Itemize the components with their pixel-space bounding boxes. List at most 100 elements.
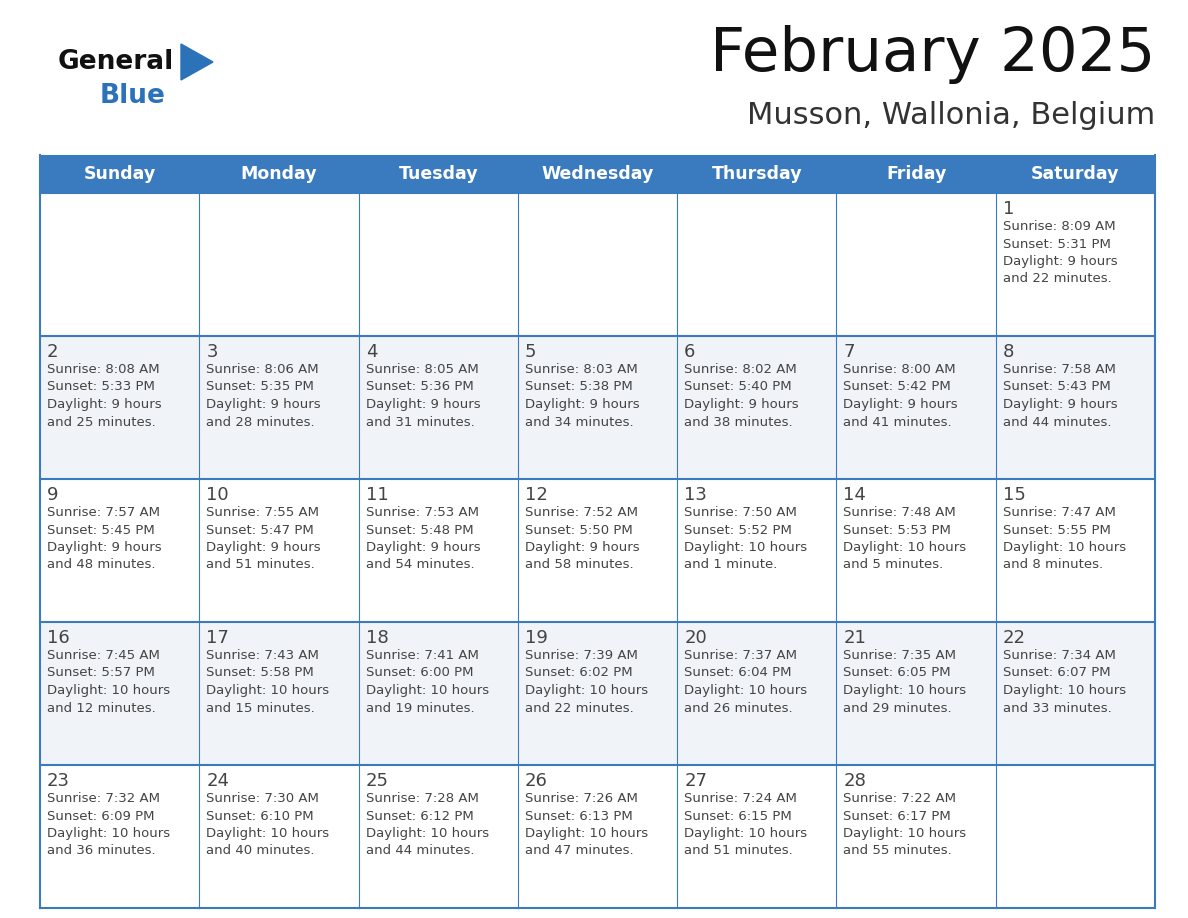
Text: Daylight: 10 hours: Daylight: 10 hours <box>684 541 808 554</box>
Text: Tuesday: Tuesday <box>398 165 478 183</box>
Text: 21: 21 <box>843 629 866 647</box>
Text: Sunset: 6:04 PM: Sunset: 6:04 PM <box>684 666 791 679</box>
Text: and 44 minutes.: and 44 minutes. <box>1003 416 1111 429</box>
Text: 8: 8 <box>1003 343 1015 361</box>
Text: Sunrise: 7:45 AM: Sunrise: 7:45 AM <box>48 649 160 662</box>
Text: Daylight: 9 hours: Daylight: 9 hours <box>684 398 798 411</box>
Text: Daylight: 9 hours: Daylight: 9 hours <box>366 398 480 411</box>
Text: Sunday: Sunday <box>83 165 156 183</box>
Text: 27: 27 <box>684 772 707 790</box>
Bar <box>40 765 1155 908</box>
Text: and 58 minutes.: and 58 minutes. <box>525 558 633 572</box>
Text: February 2025: February 2025 <box>709 26 1155 84</box>
Text: 14: 14 <box>843 486 866 504</box>
Text: Musson, Wallonia, Belgium: Musson, Wallonia, Belgium <box>747 100 1155 129</box>
Text: Daylight: 9 hours: Daylight: 9 hours <box>525 398 639 411</box>
Text: Sunset: 5:58 PM: Sunset: 5:58 PM <box>207 666 314 679</box>
Text: Sunrise: 7:28 AM: Sunrise: 7:28 AM <box>366 792 479 805</box>
Text: Sunrise: 8:08 AM: Sunrise: 8:08 AM <box>48 363 159 376</box>
Text: and 19 minutes.: and 19 minutes. <box>366 701 474 714</box>
Bar <box>40 622 1155 765</box>
Text: Sunset: 5:31 PM: Sunset: 5:31 PM <box>1003 238 1111 251</box>
Text: Sunrise: 7:26 AM: Sunrise: 7:26 AM <box>525 792 638 805</box>
Text: Sunrise: 7:43 AM: Sunrise: 7:43 AM <box>207 649 320 662</box>
Text: Sunset: 5:33 PM: Sunset: 5:33 PM <box>48 380 154 394</box>
Text: and 40 minutes.: and 40 minutes. <box>207 845 315 857</box>
Text: and 25 minutes.: and 25 minutes. <box>48 416 156 429</box>
Text: 28: 28 <box>843 772 866 790</box>
Text: 11: 11 <box>366 486 388 504</box>
Text: Sunrise: 7:47 AM: Sunrise: 7:47 AM <box>1003 506 1116 519</box>
Text: and 28 minutes.: and 28 minutes. <box>207 416 315 429</box>
Text: Sunset: 6:09 PM: Sunset: 6:09 PM <box>48 810 154 823</box>
Text: 19: 19 <box>525 629 548 647</box>
Text: 16: 16 <box>48 629 70 647</box>
Text: Sunset: 6:13 PM: Sunset: 6:13 PM <box>525 810 632 823</box>
Text: and 22 minutes.: and 22 minutes. <box>525 701 633 714</box>
Text: Sunrise: 8:02 AM: Sunrise: 8:02 AM <box>684 363 797 376</box>
Text: Sunrise: 7:41 AM: Sunrise: 7:41 AM <box>366 649 479 662</box>
Text: Sunrise: 7:53 AM: Sunrise: 7:53 AM <box>366 506 479 519</box>
Text: Daylight: 9 hours: Daylight: 9 hours <box>48 541 162 554</box>
Text: Sunrise: 7:57 AM: Sunrise: 7:57 AM <box>48 506 160 519</box>
Text: and 8 minutes.: and 8 minutes. <box>1003 558 1102 572</box>
Text: Sunset: 6:17 PM: Sunset: 6:17 PM <box>843 810 952 823</box>
Text: Daylight: 10 hours: Daylight: 10 hours <box>366 827 488 840</box>
Text: Sunrise: 7:58 AM: Sunrise: 7:58 AM <box>1003 363 1116 376</box>
Text: and 51 minutes.: and 51 minutes. <box>684 845 792 857</box>
Text: Sunrise: 7:30 AM: Sunrise: 7:30 AM <box>207 792 320 805</box>
Text: 26: 26 <box>525 772 548 790</box>
Text: 22: 22 <box>1003 629 1025 647</box>
Text: Daylight: 9 hours: Daylight: 9 hours <box>525 541 639 554</box>
Text: Sunset: 5:35 PM: Sunset: 5:35 PM <box>207 380 314 394</box>
Text: Blue: Blue <box>100 83 166 109</box>
Text: 13: 13 <box>684 486 707 504</box>
Bar <box>40 336 1155 479</box>
Text: Daylight: 9 hours: Daylight: 9 hours <box>48 398 162 411</box>
Text: Sunset: 6:00 PM: Sunset: 6:00 PM <box>366 666 473 679</box>
Bar <box>40 155 1155 193</box>
Text: Sunset: 5:42 PM: Sunset: 5:42 PM <box>843 380 952 394</box>
Text: Sunrise: 7:37 AM: Sunrise: 7:37 AM <box>684 649 797 662</box>
Text: 5: 5 <box>525 343 536 361</box>
Text: 9: 9 <box>48 486 58 504</box>
Text: and 38 minutes.: and 38 minutes. <box>684 416 792 429</box>
Text: Sunset: 6:15 PM: Sunset: 6:15 PM <box>684 810 792 823</box>
Text: and 44 minutes.: and 44 minutes. <box>366 845 474 857</box>
Text: Sunset: 5:48 PM: Sunset: 5:48 PM <box>366 523 473 536</box>
Text: Sunset: 5:52 PM: Sunset: 5:52 PM <box>684 523 792 536</box>
Text: Saturday: Saturday <box>1031 165 1119 183</box>
Text: Sunset: 5:53 PM: Sunset: 5:53 PM <box>843 523 952 536</box>
Text: Wednesday: Wednesday <box>542 165 653 183</box>
Text: 6: 6 <box>684 343 695 361</box>
Bar <box>40 479 1155 622</box>
Text: and 1 minute.: and 1 minute. <box>684 558 777 572</box>
Text: and 36 minutes.: and 36 minutes. <box>48 845 156 857</box>
Text: Daylight: 9 hours: Daylight: 9 hours <box>843 398 958 411</box>
Text: and 5 minutes.: and 5 minutes. <box>843 558 943 572</box>
Text: Sunrise: 7:55 AM: Sunrise: 7:55 AM <box>207 506 320 519</box>
Text: Daylight: 10 hours: Daylight: 10 hours <box>366 684 488 697</box>
Text: 20: 20 <box>684 629 707 647</box>
Text: Sunset: 6:07 PM: Sunset: 6:07 PM <box>1003 666 1111 679</box>
Text: Friday: Friday <box>886 165 947 183</box>
Text: Sunrise: 7:52 AM: Sunrise: 7:52 AM <box>525 506 638 519</box>
Text: Sunset: 6:10 PM: Sunset: 6:10 PM <box>207 810 314 823</box>
Text: Sunset: 6:12 PM: Sunset: 6:12 PM <box>366 810 473 823</box>
Text: Daylight: 9 hours: Daylight: 9 hours <box>366 541 480 554</box>
Text: Sunrise: 7:34 AM: Sunrise: 7:34 AM <box>1003 649 1116 662</box>
Text: Daylight: 10 hours: Daylight: 10 hours <box>843 827 967 840</box>
Text: Sunset: 5:47 PM: Sunset: 5:47 PM <box>207 523 314 536</box>
Text: 10: 10 <box>207 486 229 504</box>
Text: Sunset: 5:57 PM: Sunset: 5:57 PM <box>48 666 154 679</box>
Text: and 29 minutes.: and 29 minutes. <box>843 701 952 714</box>
Text: Daylight: 10 hours: Daylight: 10 hours <box>843 684 967 697</box>
Text: and 33 minutes.: and 33 minutes. <box>1003 701 1112 714</box>
Text: 4: 4 <box>366 343 377 361</box>
Text: 18: 18 <box>366 629 388 647</box>
Text: and 34 minutes.: and 34 minutes. <box>525 416 633 429</box>
Text: Sunrise: 8:09 AM: Sunrise: 8:09 AM <box>1003 220 1116 233</box>
Text: Sunset: 5:38 PM: Sunset: 5:38 PM <box>525 380 632 394</box>
Text: Sunset: 5:55 PM: Sunset: 5:55 PM <box>1003 523 1111 536</box>
Text: 2: 2 <box>48 343 58 361</box>
